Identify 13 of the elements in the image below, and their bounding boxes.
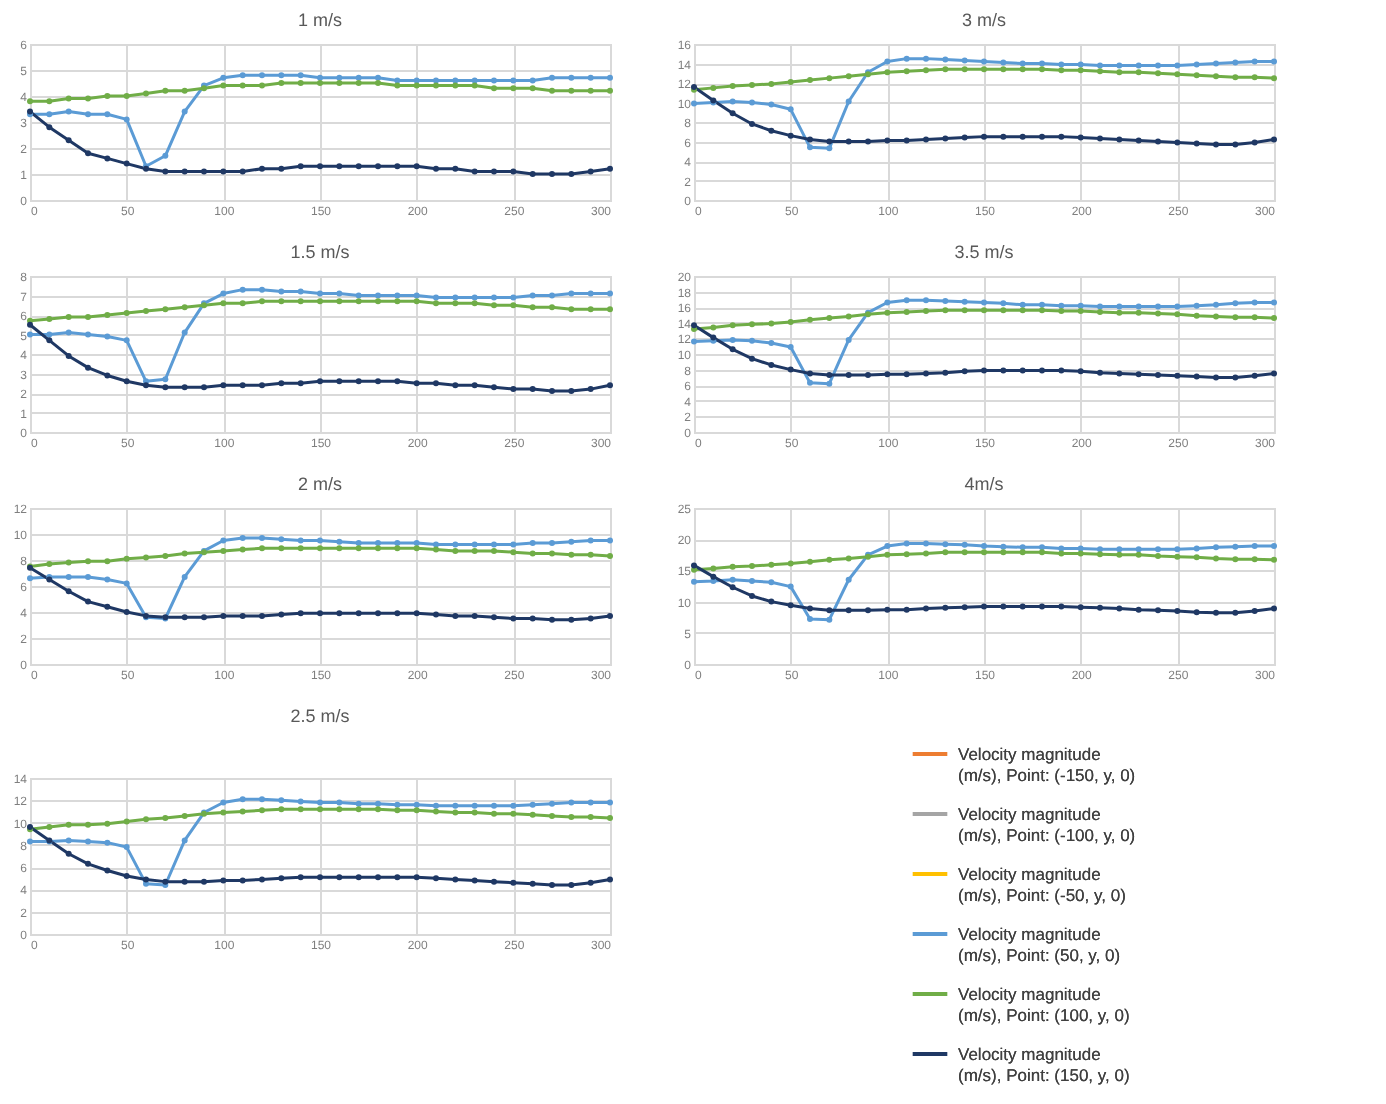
chart-title: 1 m/s	[297, 10, 343, 30]
chart-title: 4m/s	[964, 474, 1005, 494]
chart-title: 2 m/s	[297, 474, 343, 494]
legend-label: Velocity magnitude (m/s), Point: (100, y, 0)	[958, 984, 1130, 1025]
chart-title: 3 m/s	[961, 10, 1007, 30]
chart-title: 1.5 m/s	[290, 242, 351, 262]
legend-label: Velocity magnitude (m/s), Point: (-150, y, 0)	[958, 744, 1136, 785]
legend-label: Velocity magnitude (m/s), Point: (-100, y, 0)	[958, 804, 1136, 845]
legend-label: Velocity magnitude (m/s), Point: (-50, y, 0)	[958, 864, 1127, 905]
legend-label: Velocity magnitude (m/s), Point: (150, y, 0)	[958, 1044, 1130, 1085]
chart-title: 3.5 m/s	[954, 242, 1015, 262]
chart-title: 2.5 m/s	[290, 706, 351, 726]
legend-label: Velocity magnitude (m/s), Point: (50, y, 0)	[958, 924, 1121, 965]
